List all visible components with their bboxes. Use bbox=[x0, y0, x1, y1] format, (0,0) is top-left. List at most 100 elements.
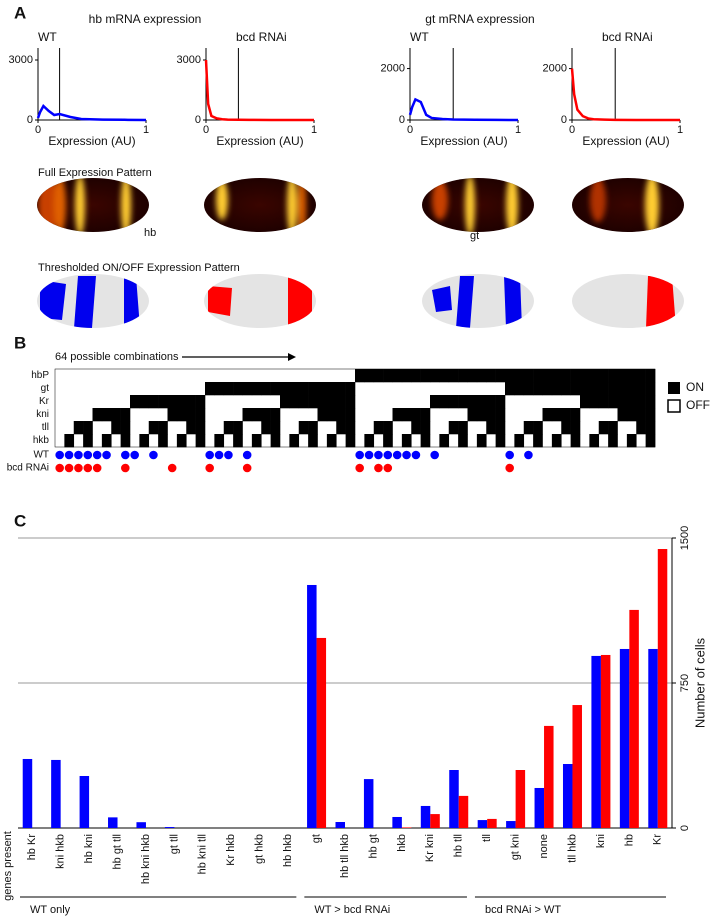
matrix-cell bbox=[580, 382, 590, 396]
chart-title: bcd RNAi bbox=[602, 30, 653, 44]
matrix-cell bbox=[589, 395, 600, 409]
panel-label: C bbox=[14, 511, 26, 530]
section-title: Full Expression Pattern bbox=[38, 167, 152, 179]
matrix-cell bbox=[401, 434, 412, 448]
group-title: gt mRNA expression bbox=[425, 12, 534, 26]
matrix-cell bbox=[242, 408, 253, 422]
matrix-cell bbox=[486, 395, 496, 409]
x-tick-label: gt tll bbox=[168, 834, 180, 854]
matrix-cell bbox=[495, 434, 506, 448]
matrix-cell bbox=[383, 421, 393, 435]
matrix-cell bbox=[645, 382, 656, 396]
combination-dot bbox=[92, 450, 102, 460]
matrix-frame bbox=[54, 368, 656, 448]
combination-dot bbox=[383, 463, 393, 473]
matrix-cell bbox=[570, 369, 581, 383]
matrix-cell bbox=[533, 382, 543, 396]
matrix-cell bbox=[626, 395, 637, 409]
matrix-cell bbox=[345, 421, 356, 435]
embryo-full bbox=[37, 178, 684, 232]
matrix-cell bbox=[186, 421, 196, 435]
combination-dot bbox=[383, 450, 393, 460]
combination-dot bbox=[505, 463, 514, 473]
bar bbox=[506, 821, 516, 828]
bar bbox=[420, 805, 431, 828]
bar bbox=[108, 817, 118, 828]
matrix-cell bbox=[533, 369, 543, 383]
x-axis-label: genes present bbox=[2, 831, 14, 901]
matrix-cell bbox=[645, 408, 656, 422]
combination-dot bbox=[83, 463, 93, 473]
row-label: tll bbox=[42, 422, 49, 433]
matrix-cell bbox=[626, 382, 637, 396]
matrix-cell bbox=[289, 395, 300, 409]
combination-dot bbox=[224, 450, 233, 460]
matrix-cell bbox=[561, 408, 571, 422]
matrix-cell bbox=[411, 421, 421, 435]
matrix-cell bbox=[570, 421, 581, 435]
matrix-cell bbox=[186, 395, 196, 409]
x-tick-label: 1 bbox=[515, 124, 521, 136]
matrix-cell bbox=[514, 382, 525, 396]
matrix-cell bbox=[561, 382, 571, 396]
bar bbox=[648, 648, 658, 828]
matrix-cell bbox=[298, 382, 309, 396]
matrix-cell bbox=[383, 434, 393, 448]
bar bbox=[335, 822, 345, 828]
combination-dot bbox=[55, 450, 64, 460]
bar bbox=[401, 827, 412, 828]
matrix-cell bbox=[298, 395, 309, 409]
matrix-cell bbox=[270, 408, 281, 422]
combination-dot bbox=[242, 450, 252, 460]
matrix-cell bbox=[364, 434, 375, 448]
matrix-cell bbox=[505, 369, 515, 383]
x-tick-label: hkb bbox=[396, 834, 408, 852]
matrix-cell bbox=[626, 408, 637, 422]
matrix-cell bbox=[476, 369, 487, 383]
x-tick-label: 1 bbox=[311, 124, 317, 136]
legend-off bbox=[667, 399, 681, 413]
x-tick-label: hb gt bbox=[367, 834, 379, 858]
row-label: hkb bbox=[33, 435, 50, 446]
x-tick-label: gt hkb bbox=[254, 834, 266, 864]
group-title: hb mRNA expression bbox=[89, 12, 202, 26]
row-label: kni bbox=[36, 409, 49, 420]
matrix-cell bbox=[448, 369, 459, 383]
x-tick-label: hb hkb bbox=[282, 834, 294, 867]
matrix-cell bbox=[533, 434, 543, 448]
matrix-cell bbox=[176, 395, 187, 409]
matrix-cell bbox=[636, 395, 646, 409]
bar bbox=[534, 787, 545, 828]
combination-dot bbox=[55, 463, 64, 473]
matrix-cell bbox=[523, 369, 534, 383]
combination-dot bbox=[149, 450, 158, 460]
matrix-cell bbox=[608, 421, 618, 435]
x-axis-label: Expression (AU) bbox=[48, 134, 135, 148]
matrix-cell bbox=[308, 395, 318, 409]
combination-dot bbox=[374, 463, 383, 473]
y-tick-label: 0 bbox=[561, 114, 567, 126]
matrix-cell bbox=[458, 434, 468, 448]
x-tick-label: hb Kr bbox=[26, 834, 38, 861]
matrix-cell bbox=[167, 408, 178, 422]
matrix-cell bbox=[448, 395, 459, 409]
matrix-cell bbox=[289, 382, 300, 396]
matrix-cell bbox=[551, 408, 562, 422]
bar bbox=[430, 814, 440, 828]
bar bbox=[307, 584, 317, 828]
matrix-cell bbox=[598, 369, 609, 383]
matrix-cell bbox=[326, 408, 337, 422]
x-tick-label: hb bbox=[623, 834, 635, 846]
matrix-cell bbox=[270, 421, 281, 435]
matrix-cell bbox=[205, 382, 215, 396]
matrix-cell bbox=[448, 421, 459, 435]
line bbox=[36, 103, 147, 122]
panel-label: A bbox=[14, 3, 26, 22]
legend-label: OFF bbox=[686, 398, 710, 412]
matrix-cell bbox=[148, 395, 159, 409]
matrix-cell bbox=[598, 382, 609, 396]
x-tick-label: hb kni tll bbox=[197, 834, 209, 874]
matrix-cell bbox=[223, 421, 234, 435]
matrix-cell bbox=[626, 434, 637, 448]
matrix-cell bbox=[608, 369, 618, 383]
